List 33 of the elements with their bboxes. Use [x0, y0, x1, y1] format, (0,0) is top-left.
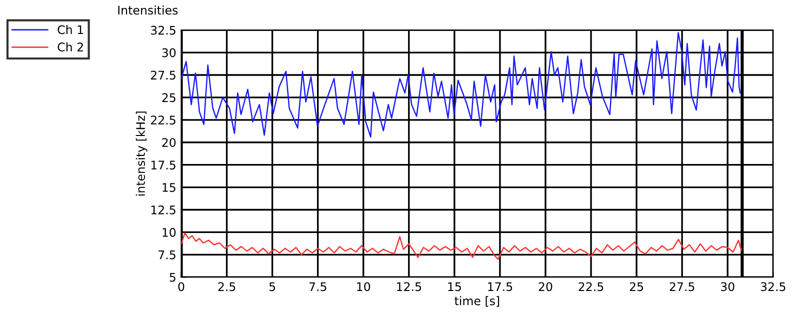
y-tick-label: 12.5 [151, 205, 176, 214]
x-tick-label: 20 [538, 282, 552, 292]
x-tick-label: 17.5 [488, 282, 512, 292]
x-axis-title: time [s] [454, 296, 500, 307]
y-tick-label: 10 [162, 228, 176, 237]
x-tick-label: 12.5 [397, 282, 422, 292]
line-series [181, 32, 741, 138]
x-tick-label: 5 [269, 282, 276, 292]
x-tick-label: 15 [448, 282, 461, 292]
x-tick-label: 10 [357, 282, 370, 292]
x-tick-label: 27.5 [670, 282, 694, 292]
x-tick-label: 32.5 [760, 282, 786, 292]
y-tick-label: 32.5 [151, 26, 176, 35]
x-tick-label: 0 [178, 282, 184, 292]
y-axis-title: intensity [kHz] [136, 112, 148, 196]
x-tick-label: 30 [720, 282, 734, 292]
legend-label: Ch 1 [58, 25, 83, 34]
x-tick-label: 22.5 [578, 282, 604, 292]
y-tick-label: 27.5 [150, 70, 176, 80]
line-series [181, 232, 742, 260]
x-tick-label: 2.5 [218, 282, 236, 292]
x-tick-label: 25 [630, 282, 644, 292]
y-tick-label: 7.5 [158, 250, 176, 260]
y-tick-label: 15 [162, 183, 176, 192]
y-tick-label: 5 [170, 273, 176, 282]
y-tick-label: 22.5 [150, 116, 176, 125]
y-tick-label: 25 [162, 93, 176, 102]
x-tick-label: 7.5 [309, 282, 326, 292]
legend-label: Ch 2 [58, 42, 83, 52]
y-tick-label: 30 [162, 48, 176, 58]
chart-title: Intensities [118, 5, 178, 15]
y-tick-label: 17.5 [151, 160, 176, 170]
y-tick-label: 20 [162, 138, 176, 148]
